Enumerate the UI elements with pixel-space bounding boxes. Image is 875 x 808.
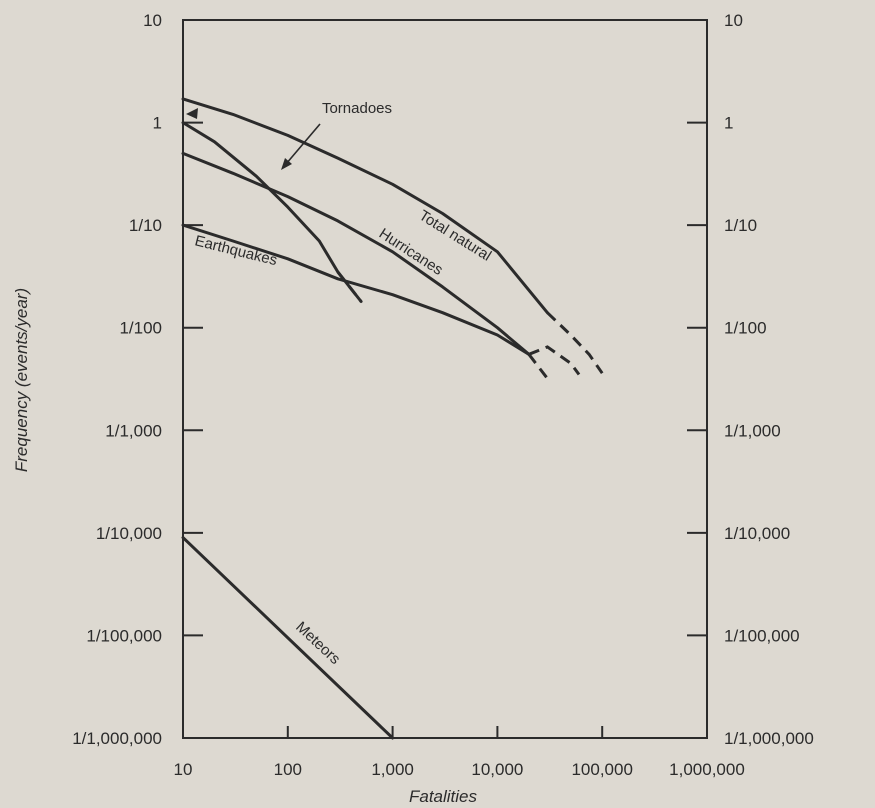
- series-label-meteors: Meteors: [292, 618, 343, 667]
- x-tick-label-10-000: 10,000: [471, 760, 523, 779]
- series-line-total-natural: [181, 97, 549, 315]
- tornadoes-start-arrowhead: [186, 108, 198, 119]
- series-extrapolation-hurricanes: [528, 345, 581, 376]
- y-tick-label-right-1-100-000: 1/100,000: [724, 626, 800, 645]
- tornadoes-arrowhead: [281, 158, 292, 170]
- y-tick-label-right-1-100: 1/100: [724, 319, 767, 338]
- x-tick-label-1-000-000: 1,000,000: [669, 760, 745, 779]
- y-tick-label-right-1-1-000-000: 1/1,000,000: [724, 729, 814, 748]
- series-extrapolation-tornadoes: [336, 270, 363, 303]
- series-label-earthquakes: Earthquakes: [193, 232, 279, 269]
- y-tick-label-left-1-100: 1/100: [119, 319, 162, 338]
- plot-frame: [182, 19, 708, 739]
- y-tick-label-left-10: 10: [143, 11, 162, 30]
- x-tick-label-10: 10: [174, 760, 193, 779]
- tornadoes-annotation-arrow: [285, 123, 321, 165]
- series-label-tornadoes: Tornadoes: [322, 100, 392, 117]
- series-layer: [181, 97, 604, 740]
- y-tick-label-left-1-1-000: 1/1,000: [105, 421, 162, 440]
- y-tick-label-right-1: 1: [724, 114, 733, 133]
- x-axis-title: Fatalities: [409, 787, 478, 806]
- y-tick-label-left-1: 1: [153, 114, 162, 133]
- y-tick-label-right-1-1-000: 1/1,000: [724, 421, 781, 440]
- y-tick-label-left-1-100-000: 1/100,000: [86, 626, 162, 645]
- series-line-hurricanes: [181, 151, 531, 356]
- series-line-earthquakes: [181, 223, 531, 356]
- y-axis-title: Frequency (events/year): [12, 288, 31, 472]
- series-extrapolation-earthquakes: [527, 353, 549, 380]
- y-axis-ticks: 10 10 1 1 1/10 1/10 1/100 1/100 1/1,000 1/1,000 1/…: [72, 11, 814, 748]
- series-line-meteors: [181, 536, 395, 740]
- series-line-tornadoes: [181, 121, 363, 303]
- y-tick-label-right-1-10: 1/10: [724, 216, 757, 235]
- x-axis-ticks: 10 100 1,000 10,000 100,000 1,000,000: [174, 726, 745, 779]
- y-tick-label-right-10: 10: [724, 11, 743, 30]
- series-extrapolation-total-natural: [546, 311, 604, 375]
- y-tick-label-left-1-10: 1/10: [129, 216, 162, 235]
- x-tick-label-100-000: 100,000: [571, 760, 632, 779]
- x-tick-label-1-000: 1,000: [371, 760, 414, 779]
- y-tick-label-left-1-1-000-000: 1/1,000,000: [72, 729, 162, 748]
- y-tick-label-right-1-10-000: 1/10,000: [724, 524, 790, 543]
- y-tick-label-left-1-10-000: 1/10,000: [96, 524, 162, 543]
- x-tick-label-100: 100: [274, 760, 302, 779]
